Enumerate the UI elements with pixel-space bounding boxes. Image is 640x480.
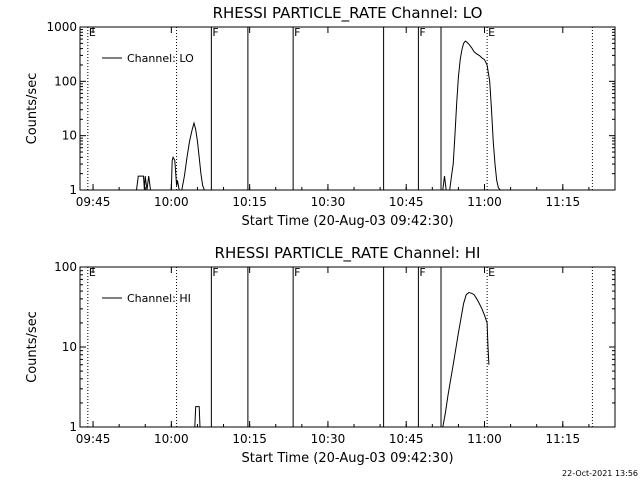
event-marker-label: F — [212, 26, 218, 39]
x-tick-label: 10:30 — [311, 195, 346, 209]
x-axis-title: Start Time (20-Aug-03 09:42:30) — [241, 214, 453, 229]
y-tick-label: 10 — [62, 129, 77, 143]
x-tick-label: 11:00 — [467, 195, 502, 209]
y-tick-label: 100 — [54, 74, 77, 88]
footer-timestamp: 22-Oct-2021 13:56 — [562, 469, 638, 478]
event-marker-label: F — [212, 266, 218, 279]
x-tick-label: 11:00 — [467, 432, 502, 446]
chart-title: RHESSI PARTICLE_RATE Channel: HI — [215, 244, 481, 263]
x-tick-label: 10:15 — [232, 195, 267, 209]
chart-panel-2: RHESSI PARTICLE_RATE Channel: HI E F F F E 09:… — [25, 244, 616, 466]
chart-title: RHESSI PARTICLE_RATE Channel: LO — [213, 4, 483, 23]
event-marker-label: E — [89, 26, 96, 39]
event-marker-label: E — [488, 266, 495, 279]
plot-frame — [79, 266, 616, 428]
x-axis-title: Start Time (20-Aug-03 09:42:30) — [241, 451, 453, 466]
x-tick-label: 10:00 — [154, 432, 189, 446]
x-tick-label: 10:45 — [389, 432, 424, 446]
x-tick-label: 09:45 — [76, 432, 111, 446]
event-marker-label: F — [294, 266, 300, 279]
event-marker-label: F — [419, 26, 425, 39]
series-line — [136, 40, 501, 191]
x-tick-label: 10:00 — [154, 195, 189, 209]
x-tick-label: 10:45 — [389, 195, 424, 209]
y-tick-label: 100 — [54, 260, 77, 274]
x-tick-label: 10:30 — [311, 432, 346, 446]
event-marker-label: E — [89, 266, 96, 279]
x-tick-label: 10:15 — [232, 432, 267, 446]
y-tick-label: 1000 — [46, 20, 77, 34]
y-axis-title: Counts/sec — [25, 73, 40, 145]
event-marker-label: E — [488, 26, 495, 39]
y-tick-label: 10 — [62, 340, 77, 354]
y-axis-title: Counts/sec — [25, 311, 40, 383]
legend-label: Channel: LO — [127, 52, 194, 65]
event-marker-label: F — [294, 26, 300, 39]
chart-panel-1: RHESSI PARTICLE_RATE Channel: LO E F F F E 09:… — [25, 4, 616, 229]
y-tick-label: 1 — [69, 183, 77, 197]
x-tick-label: 11:15 — [546, 195, 581, 209]
series-line — [194, 291, 490, 428]
x-tick-label: 09:45 — [76, 195, 111, 209]
event-marker-label: F — [419, 266, 425, 279]
y-tick-label: 1 — [69, 420, 77, 434]
x-tick-label: 11:15 — [546, 432, 581, 446]
legend-label: Channel: HI — [127, 292, 191, 305]
